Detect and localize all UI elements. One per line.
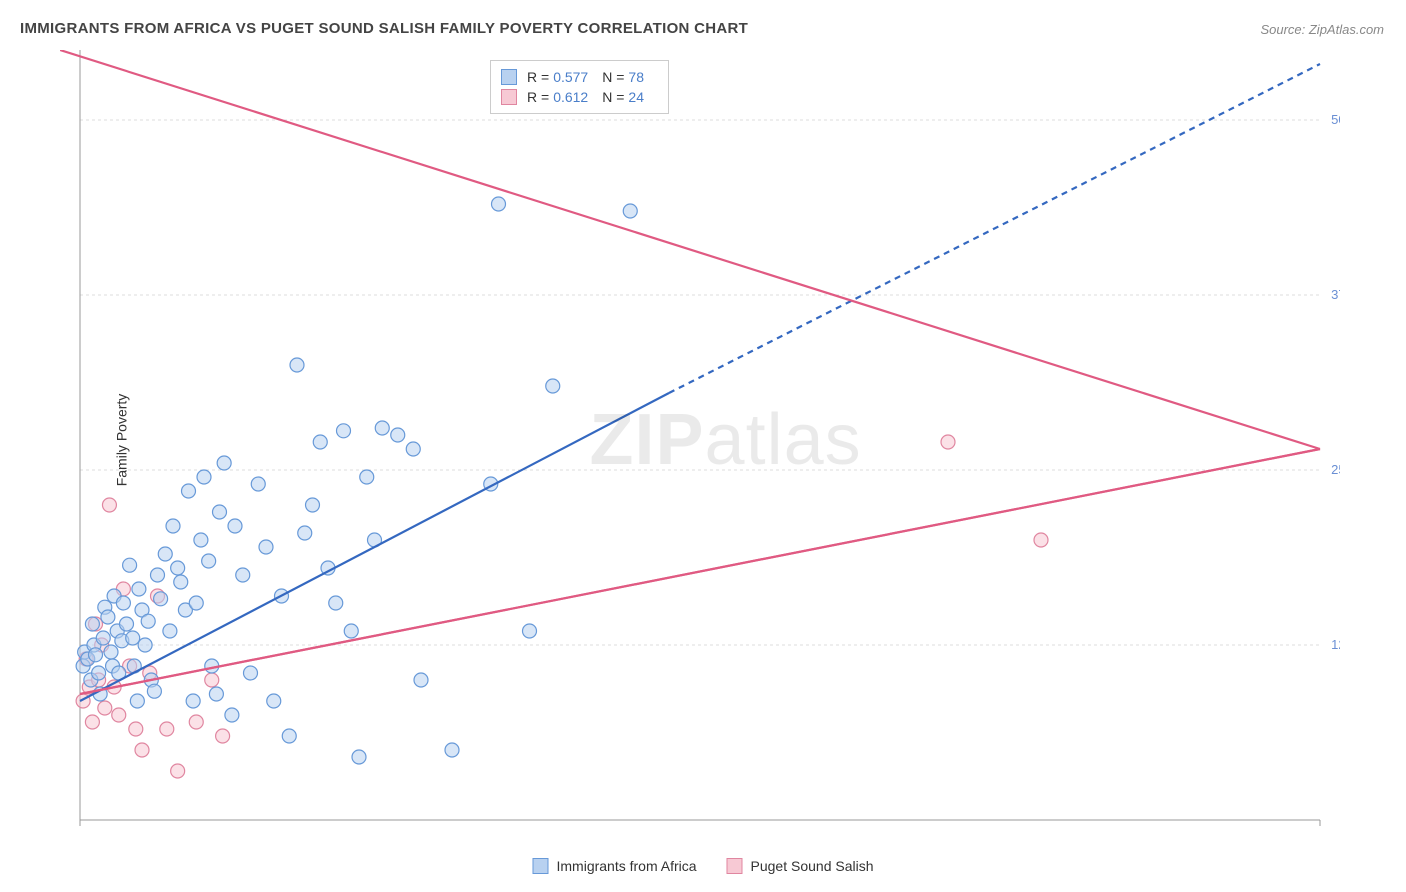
r-value: 0.612 <box>553 89 588 105</box>
r-value: 0.577 <box>553 69 588 85</box>
n-value: 24 <box>628 89 644 105</box>
chart-area: Family Poverty 12.5%25.0%37.5%50.0%0.0%8… <box>60 50 1340 830</box>
legend-item: Puget Sound Salish <box>727 858 874 874</box>
legend-swatch-icon <box>727 858 743 874</box>
r-label: R = <box>527 89 549 105</box>
legend-swatch-icon <box>501 69 517 85</box>
n-label: N = <box>602 89 624 105</box>
legend-item-label: Puget Sound Salish <box>751 858 874 874</box>
svg-text:25.0%: 25.0% <box>1331 462 1340 477</box>
svg-text:50.0%: 50.0% <box>1331 112 1340 127</box>
n-label: N = <box>602 69 624 85</box>
legend-correlation: R =0.577 N =78 R =0.612 N =24 <box>490 60 669 114</box>
legend-series: Immigrants from Africa Puget Sound Salis… <box>532 858 873 874</box>
legend-item-label: Immigrants from Africa <box>556 858 696 874</box>
legend-swatch-icon <box>532 858 548 874</box>
svg-text:12.5%: 12.5% <box>1331 637 1340 652</box>
scatter-chart: 12.5%25.0%37.5%50.0%0.0%80.0% <box>60 50 1340 830</box>
legend-row: R =0.577 N =78 <box>501 67 658 87</box>
r-label: R = <box>527 69 549 85</box>
legend-swatch-icon <box>501 89 517 105</box>
svg-text:37.5%: 37.5% <box>1331 287 1340 302</box>
chart-title: IMMIGRANTS FROM AFRICA VS PUGET SOUND SA… <box>20 20 748 37</box>
n-value: 78 <box>628 69 644 85</box>
source-label: Source: ZipAtlas.com <box>1260 22 1384 37</box>
legend-row: R =0.612 N =24 <box>501 87 658 107</box>
legend-item: Immigrants from Africa <box>532 858 696 874</box>
